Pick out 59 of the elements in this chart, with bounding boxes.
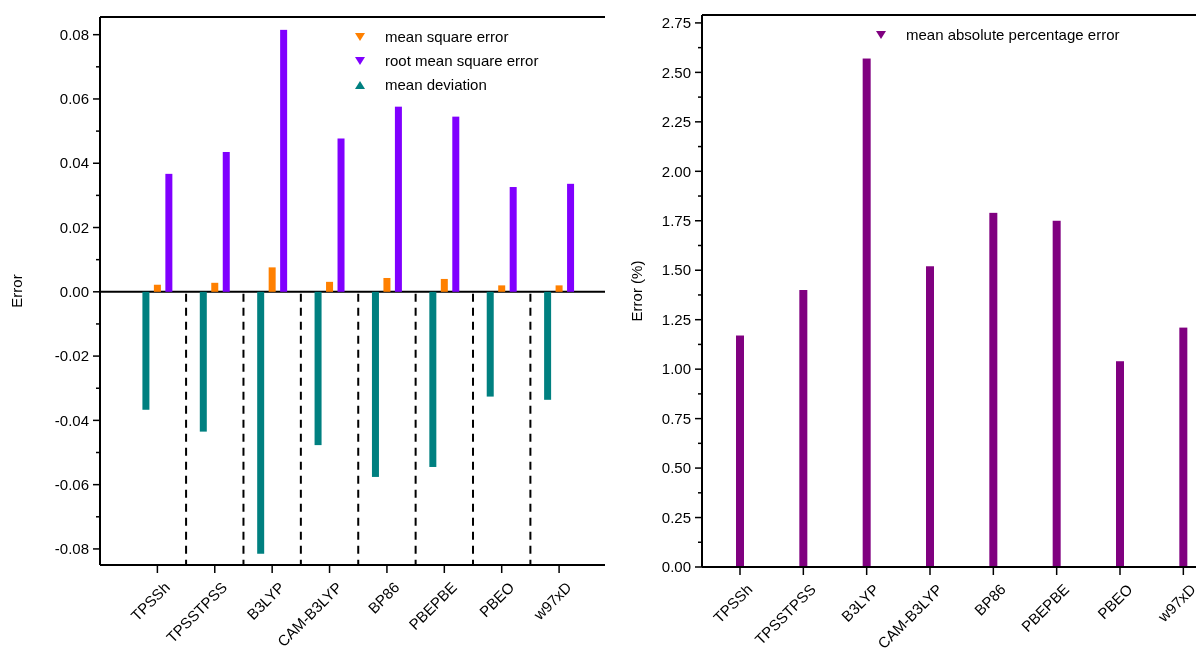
y-tick-label: -0.02 <box>54 347 89 365</box>
bar <box>429 291 437 467</box>
bar <box>440 278 448 292</box>
bar <box>337 138 345 292</box>
y-tick-label: 0.02 <box>59 218 89 236</box>
bar <box>199 291 207 432</box>
y-tick-label: 1.50 <box>661 261 691 279</box>
bar <box>280 29 288 292</box>
bar <box>222 151 230 292</box>
bar <box>326 281 334 292</box>
bar <box>486 291 494 397</box>
bar <box>211 282 219 292</box>
bar <box>394 106 402 292</box>
bar <box>371 291 379 477</box>
y-tick-label: 0.06 <box>59 90 89 108</box>
y-tick-label: 0.00 <box>59 283 89 301</box>
y-tick-label: 2.50 <box>661 63 691 81</box>
y-tick-label: 0.25 <box>661 508 691 526</box>
bar <box>799 290 808 567</box>
y-tick-label: -0.04 <box>54 411 89 429</box>
y-tick-label: 1.00 <box>661 360 691 378</box>
y-tick-label: 0.08 <box>59 25 89 43</box>
y-axis-title: Error (%) <box>628 260 645 322</box>
bar <box>452 116 460 292</box>
bar <box>862 58 871 567</box>
y-tick-label: 2.00 <box>661 162 691 180</box>
bar <box>544 291 552 400</box>
bar <box>926 266 934 567</box>
bar <box>567 183 575 292</box>
y-tick-label: 0.00 <box>661 558 691 576</box>
bar <box>736 335 744 567</box>
bar <box>1052 220 1061 567</box>
y-axis-title: Error <box>8 274 25 308</box>
bar <box>555 285 563 292</box>
bar <box>142 291 150 410</box>
bar <box>1179 327 1188 567</box>
y-tick-label: 1.25 <box>661 310 691 328</box>
legend-label: root mean square error <box>385 52 539 70</box>
bar <box>314 291 322 446</box>
bar <box>257 291 265 554</box>
legend-label: mean absolute percentage error <box>906 26 1120 44</box>
y-tick-label: 0.04 <box>59 154 89 172</box>
legend-label: mean square error <box>385 28 509 46</box>
y-tick-label: 1.75 <box>661 212 691 230</box>
bar <box>989 212 998 567</box>
y-tick-label: 2.75 <box>661 14 691 32</box>
bar <box>153 284 161 292</box>
bar <box>165 173 173 292</box>
y-tick-label: -0.06 <box>54 475 89 493</box>
bar <box>1116 361 1124 567</box>
bar <box>268 267 276 292</box>
bar <box>498 285 506 292</box>
y-tick-label: 0.50 <box>661 459 691 477</box>
y-tick-label: 0.75 <box>661 409 691 427</box>
bar <box>509 187 517 292</box>
bar <box>383 277 391 292</box>
y-tick-label: -0.08 <box>54 540 89 558</box>
y-tick-label: 2.25 <box>661 113 691 131</box>
legend-label: mean deviation <box>385 76 487 94</box>
